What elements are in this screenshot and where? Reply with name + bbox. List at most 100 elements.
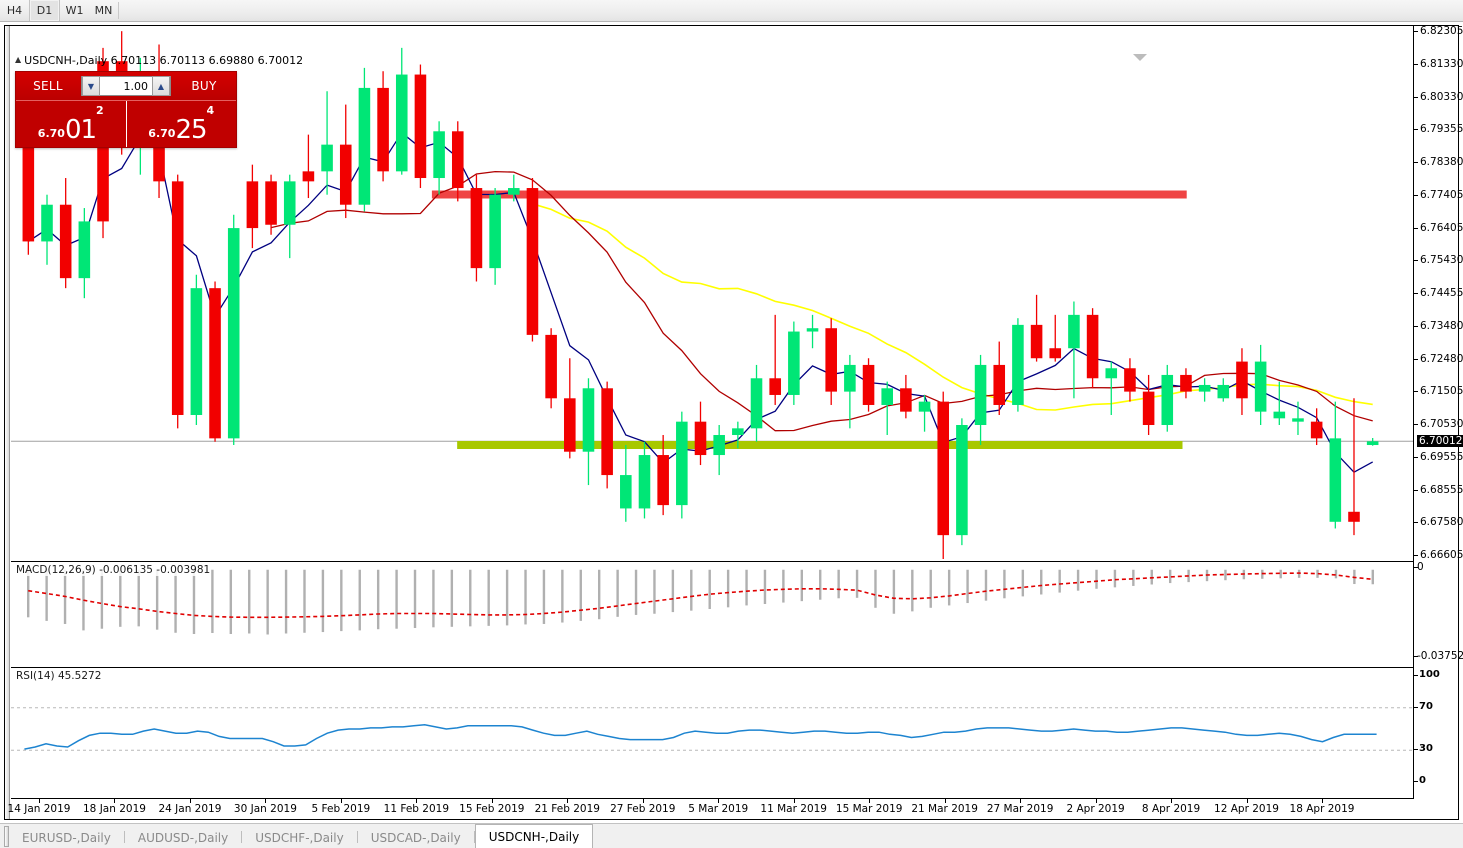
one-click-trading-panel[interactable]: SELL ▼ 1.00 ▲ BUY 6.70 01 2 6.70 25 4 xyxy=(15,71,237,148)
window-tab-usdcad[interactable]: USDCAD-,Daily xyxy=(370,830,461,845)
sell-button[interactable]: SELL xyxy=(33,79,63,93)
macd-pane[interactable]: MACD(12,26,9) -0.006135 -0.003981 xyxy=(11,561,1414,663)
rsi-axis-label: 70 xyxy=(1419,700,1433,712)
candlestick xyxy=(507,174,520,202)
price-axis-tick xyxy=(1414,31,1418,32)
time-axis-label: 5 Feb 2019 xyxy=(311,803,371,815)
candlestick xyxy=(1273,381,1286,426)
rsi-pane[interactable]: RSI(14) 45.5272 xyxy=(11,667,1414,797)
timeframe-w1[interactable]: W1 xyxy=(65,4,84,17)
time-axis-tick xyxy=(642,799,644,803)
oct-prices-row: 6.70 01 2 6.70 25 4 xyxy=(16,100,236,147)
candlestick xyxy=(283,174,296,259)
candlestick xyxy=(601,381,613,489)
price-axis-label: 6.82305 xyxy=(1420,25,1463,37)
sell-price-prefix: 6.70 xyxy=(37,127,65,140)
volume-stepper[interactable]: ▼ 1.00 ▲ xyxy=(81,76,171,96)
candlestick xyxy=(1329,401,1342,529)
candlestick xyxy=(1105,361,1118,415)
candlestick xyxy=(265,174,277,235)
candlestick xyxy=(937,391,950,559)
time-axis-tick xyxy=(1322,799,1323,803)
rsi-axis-tick xyxy=(1414,781,1418,782)
timeframe-mn[interactable]: MN xyxy=(94,4,113,17)
candlestick xyxy=(956,418,968,546)
time-axis-tick xyxy=(265,799,267,803)
chevron-up-icon[interactable]: ▲ xyxy=(152,76,170,96)
buy-price-quote[interactable]: 6.70 25 4 xyxy=(125,101,237,147)
candlestick xyxy=(78,208,91,299)
sell-price-quote[interactable]: 6.70 01 2 xyxy=(16,101,126,147)
chart-window[interactable]: MACD(12,26,9) -0.006135 -0.003981 RSI(14… xyxy=(4,25,1463,820)
time-axis-label: 5 Mar 2019 xyxy=(688,803,749,815)
price-axis-label: 6.66605 xyxy=(1420,549,1463,561)
time-axis[interactable]: 14 Jan 2019 18 Jan 2019 24 Jan 2019 30 Jan … xyxy=(7,798,1414,819)
candlestick xyxy=(433,121,445,195)
time-axis-label: 18 Apr 2019 xyxy=(1289,803,1355,815)
candlestick xyxy=(676,411,688,519)
price-pane[interactable] xyxy=(11,27,1414,559)
timeframe-toolbar: H4 D1 W1 MN xyxy=(0,0,1463,22)
triangle-up-icon: ▲ xyxy=(15,55,22,64)
chart-left-rail xyxy=(5,26,10,819)
rsi-axis-tick xyxy=(1414,706,1418,708)
candlestick xyxy=(1310,408,1323,446)
candlestick xyxy=(1217,378,1230,402)
time-axis-label: 24 Jan 2019 xyxy=(158,803,222,815)
price-axis-tick xyxy=(1414,96,1418,98)
candlestick xyxy=(414,64,427,189)
candlestick xyxy=(526,178,539,342)
macd-axis-label: -0.037529 xyxy=(1417,650,1463,662)
candlestick xyxy=(993,341,1006,415)
volume-input[interactable]: 1.00 xyxy=(123,79,149,93)
window-tab-usdchf[interactable]: USDCHF-,Daily xyxy=(255,830,344,845)
candlestick xyxy=(844,354,856,429)
timeframe-d1[interactable]: D1 xyxy=(29,0,60,21)
price-axis-label: 6.72480 xyxy=(1420,352,1463,365)
time-axis-tick xyxy=(793,799,795,803)
chart-symbol-text: USDCNH-,Daily 6.70113 6.70113 6.69880 6.… xyxy=(24,54,304,67)
timeframe-h4[interactable]: H4 xyxy=(6,4,23,17)
window-tab-usdcnh[interactable]: USDCNH-,Daily xyxy=(474,824,594,848)
macd-title: MACD(12,26,9) -0.006135 -0.003981 xyxy=(15,564,212,576)
candlestick xyxy=(171,174,184,429)
current-price-label: 6.70012 xyxy=(1417,435,1463,448)
price-axis[interactable]: 6.82305 6.81330 6.80330 6.79355 6.78380 6.774… xyxy=(1413,26,1463,819)
macd-canvas xyxy=(27,569,1374,635)
time-axis-label: 2 Apr 2019 xyxy=(1066,803,1125,815)
price-axis-tick xyxy=(1414,424,1418,425)
candlestick xyxy=(1030,294,1043,362)
candlestick xyxy=(1124,358,1136,402)
price-axis-tick xyxy=(1414,489,1418,491)
candlestick xyxy=(825,318,837,405)
rsi-line xyxy=(24,724,1377,750)
window-tab-audusd[interactable]: AUDUSD-,Daily xyxy=(137,830,229,845)
candlestick xyxy=(788,321,800,405)
macd-axis-tick xyxy=(1414,656,1418,657)
candlestick xyxy=(806,314,819,349)
candlestick xyxy=(638,441,651,519)
candlestick xyxy=(246,164,259,249)
candlestick xyxy=(302,134,315,199)
candlestick xyxy=(321,91,333,195)
buy-button[interactable]: BUY xyxy=(191,79,217,93)
time-axis-tick xyxy=(416,799,418,803)
time-axis-tick xyxy=(1246,799,1248,803)
time-axis-label: 18 Jan 2019 xyxy=(82,803,146,815)
price-axis-tick xyxy=(1414,391,1418,393)
sell-price-main: 01 xyxy=(64,115,97,145)
chevron-down-icon[interactable]: ▼ xyxy=(82,76,100,96)
chart-window-tabbar: EURUSD-,Daily AUDUSD-,Daily USDCHF-,Dail… xyxy=(0,823,1463,848)
time-axis-label: 14 Jan 2019 xyxy=(7,803,71,815)
candlestick xyxy=(358,67,371,212)
window-tab-eurusd[interactable]: EURUSD-,Daily xyxy=(22,830,111,845)
candlestick xyxy=(862,358,875,412)
time-axis-label: 21 Mar 2019 xyxy=(911,803,978,815)
candlestick xyxy=(769,314,781,405)
time-axis-label: 11 Feb 2019 xyxy=(383,803,450,815)
rsi-axis-tick xyxy=(1414,749,1418,751)
price-axis-label: 6.71505 xyxy=(1420,385,1463,398)
tabbar-rail xyxy=(4,826,9,847)
candlestick xyxy=(1180,368,1192,399)
price-axis-label: 6.76405 xyxy=(1420,221,1463,234)
